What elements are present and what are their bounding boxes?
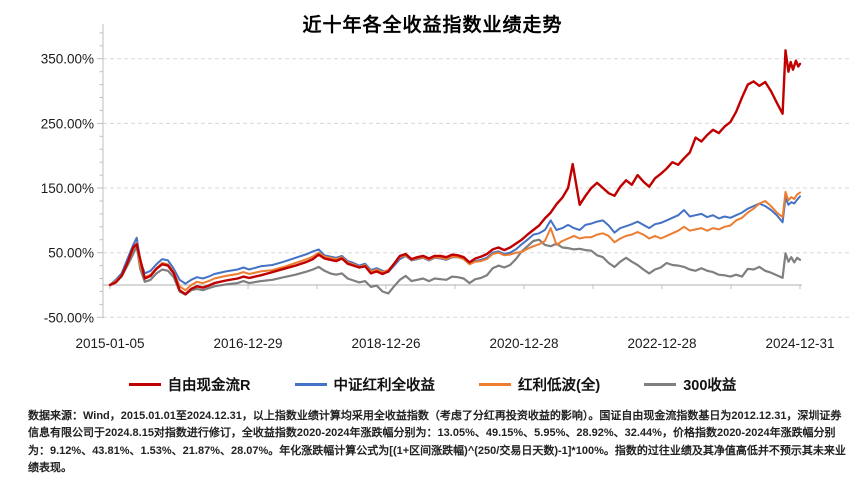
y-axis-tick-label: 150.00% xyxy=(41,181,94,196)
data-source-footnote: 数据来源：Wind，2015.01.01至2024.12.31，以上指数业绩计算… xyxy=(28,410,846,475)
series-line-300收益 xyxy=(108,238,802,296)
series-line-自由现金流R xyxy=(108,49,802,296)
legend-label: 自由现金流R xyxy=(167,378,251,394)
legend-line-swatch xyxy=(128,383,161,386)
legend-line-swatch xyxy=(644,383,677,386)
legend-label: 中证红利全收益 xyxy=(333,378,436,394)
legend-item-1: 自由现金流R xyxy=(128,374,251,395)
x-axis-tick-label: 2016-12-29 xyxy=(213,336,282,351)
legend-label: 红利低波(全) xyxy=(518,378,601,394)
x-axis-tick-label: 2020-12-28 xyxy=(489,336,558,351)
chart-title: 近十年各全收益指数业绩走势 xyxy=(302,15,563,36)
chart-legend: 自由现金流R 中证红利全收益 红利低波(全) 300收益 xyxy=(0,374,865,395)
series-line-中证红利全收益 xyxy=(109,195,801,286)
legend-line-swatch xyxy=(479,383,512,386)
x-axis-tick-label: 2022-12-28 xyxy=(627,336,696,351)
legend-line-swatch xyxy=(294,383,327,386)
y-axis-tick-label: 350.00% xyxy=(41,52,94,67)
performance-line-chart: 350.00% 250.00% 150.00% 50.00% -50.00% 2015-0… xyxy=(41,24,852,351)
legend-item-3: 红利低波(全) xyxy=(479,374,600,395)
x-axis-tick-label: 2024-12-31 xyxy=(765,336,834,351)
series-line-红利低波(全) xyxy=(109,190,801,292)
legend-label: 300收益 xyxy=(683,378,737,394)
x-axis-tick-label: 2015-01-05 xyxy=(75,336,144,351)
y-axis-tick-label: 250.00% xyxy=(41,116,94,131)
y-axis-tick-label: -50.00% xyxy=(44,310,94,325)
x-axis-tick-label: 2018-12-26 xyxy=(351,336,420,351)
legend-item-2: 中证红利全收益 xyxy=(294,374,436,395)
legend-item-4: 300收益 xyxy=(644,374,736,395)
y-axis-tick-label: 50.00% xyxy=(48,246,94,261)
